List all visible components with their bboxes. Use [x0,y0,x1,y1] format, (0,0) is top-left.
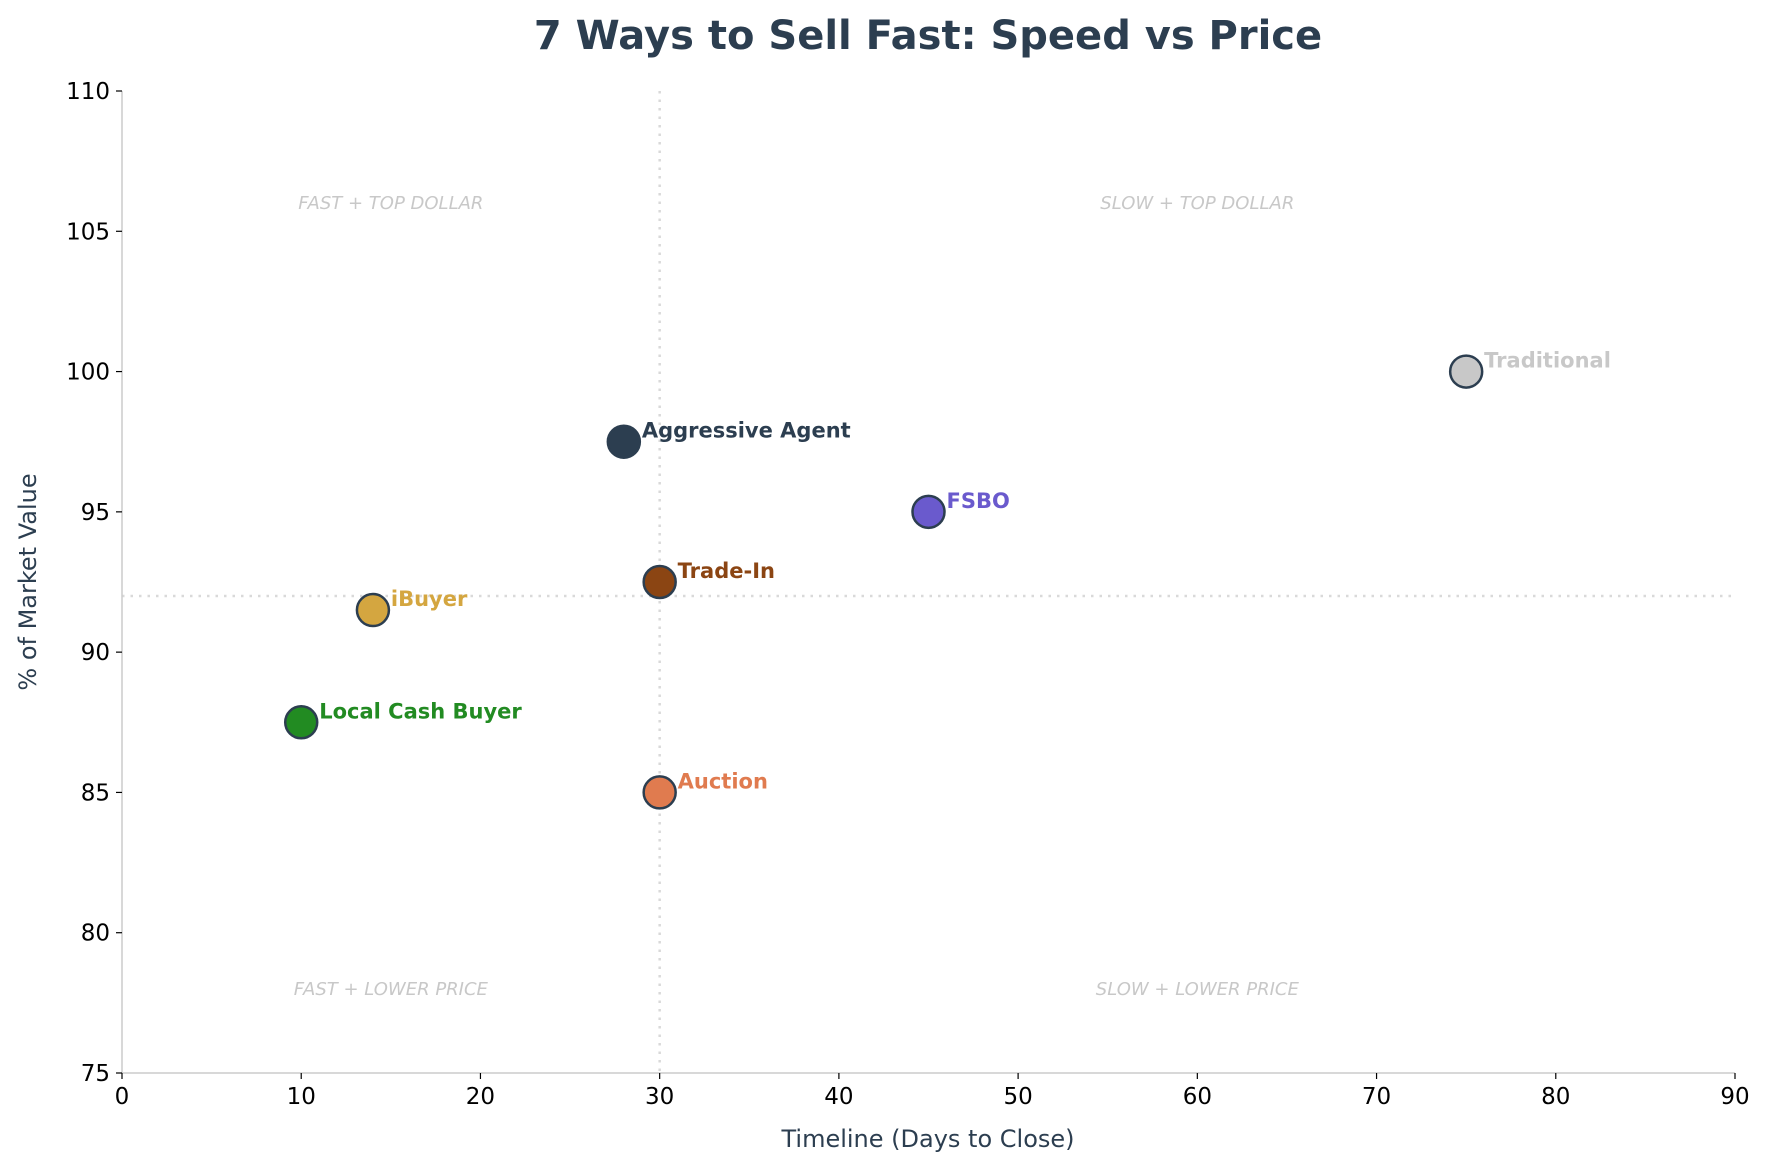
y-tick-label: 80 [81,921,110,947]
data-point-label: Aggressive Agent [642,419,851,443]
data-point [642,564,677,600]
data-point [911,494,946,530]
data-point-label: iBuyer [391,587,468,611]
x-tick-label: 20 [466,1084,495,1110]
data-point [1448,354,1484,389]
x-axis-label: Timeline (Days to Close) [780,1125,1074,1153]
y-tick-label: 110 [66,79,110,105]
data-point-label: Traditional [1484,349,1611,373]
data-point-label: Local Cash Buyer [319,699,522,723]
y-tick-label: 90 [81,640,110,666]
axes: 0 10 20 30 40 50 60 70 80 90 75 80 85 90 95 100 105 110 [66,79,1750,1110]
data-point [283,705,319,740]
data-point-label: FSBO [947,489,1010,513]
quadrant-label: FAST + LOWER PRICE [294,979,489,1000]
y-tick-label: 85 [81,780,110,806]
x-tick-label: 10 [287,1084,316,1110]
x-tick-label: 30 [645,1084,674,1110]
y-tick-label: 105 [66,219,110,245]
quadrant-label: SLOW + LOWER PRICE [1096,979,1300,1000]
data-point-group: Local Cash Buyer [283,699,522,740]
data-point [642,775,677,810]
data-point-group: Trade-In [642,559,775,600]
data-point-group: Aggressive Agent [606,419,851,459]
x-tick-label: 0 [115,1084,130,1110]
x-tick-label: 60 [1183,1084,1212,1110]
quadrant-label: SLOW + TOP DOLLAR [1100,193,1294,214]
x-tick-label: 40 [824,1084,853,1110]
y-tick-label: 75 [81,1061,110,1087]
data-point-group: FSBO [911,489,1010,530]
chart-title: 7 Ways to Sell Fast: Speed vs Price [534,13,1322,59]
data-point-label: Trade-In [678,559,775,583]
x-tick-label: 70 [1362,1084,1391,1110]
data-point-label: Auction [678,769,768,793]
data-point-group: iBuyer [355,587,468,628]
quadrant-label: FAST + TOP DOLLAR [298,193,483,214]
data-point-group: Auction [642,769,768,810]
y-axis-label: % of Market Value [14,473,42,690]
data-point [355,592,391,628]
x-tick-label: 80 [1541,1084,1570,1110]
data-points: Local Cash Buyer iBuyer Aggressive Agent Tr… [283,349,1611,810]
data-point-group: Traditional [1448,349,1611,389]
x-tick-label: 90 [1720,1084,1749,1110]
y-tick-label: 95 [81,500,110,526]
x-tick-label: 50 [1003,1084,1032,1110]
y-tick-label: 100 [66,360,110,386]
quadrant-labels: FAST + TOP DOLLAR SLOW + TOP DOLLAR FAST +… [294,193,1300,1000]
data-point [606,424,642,459]
